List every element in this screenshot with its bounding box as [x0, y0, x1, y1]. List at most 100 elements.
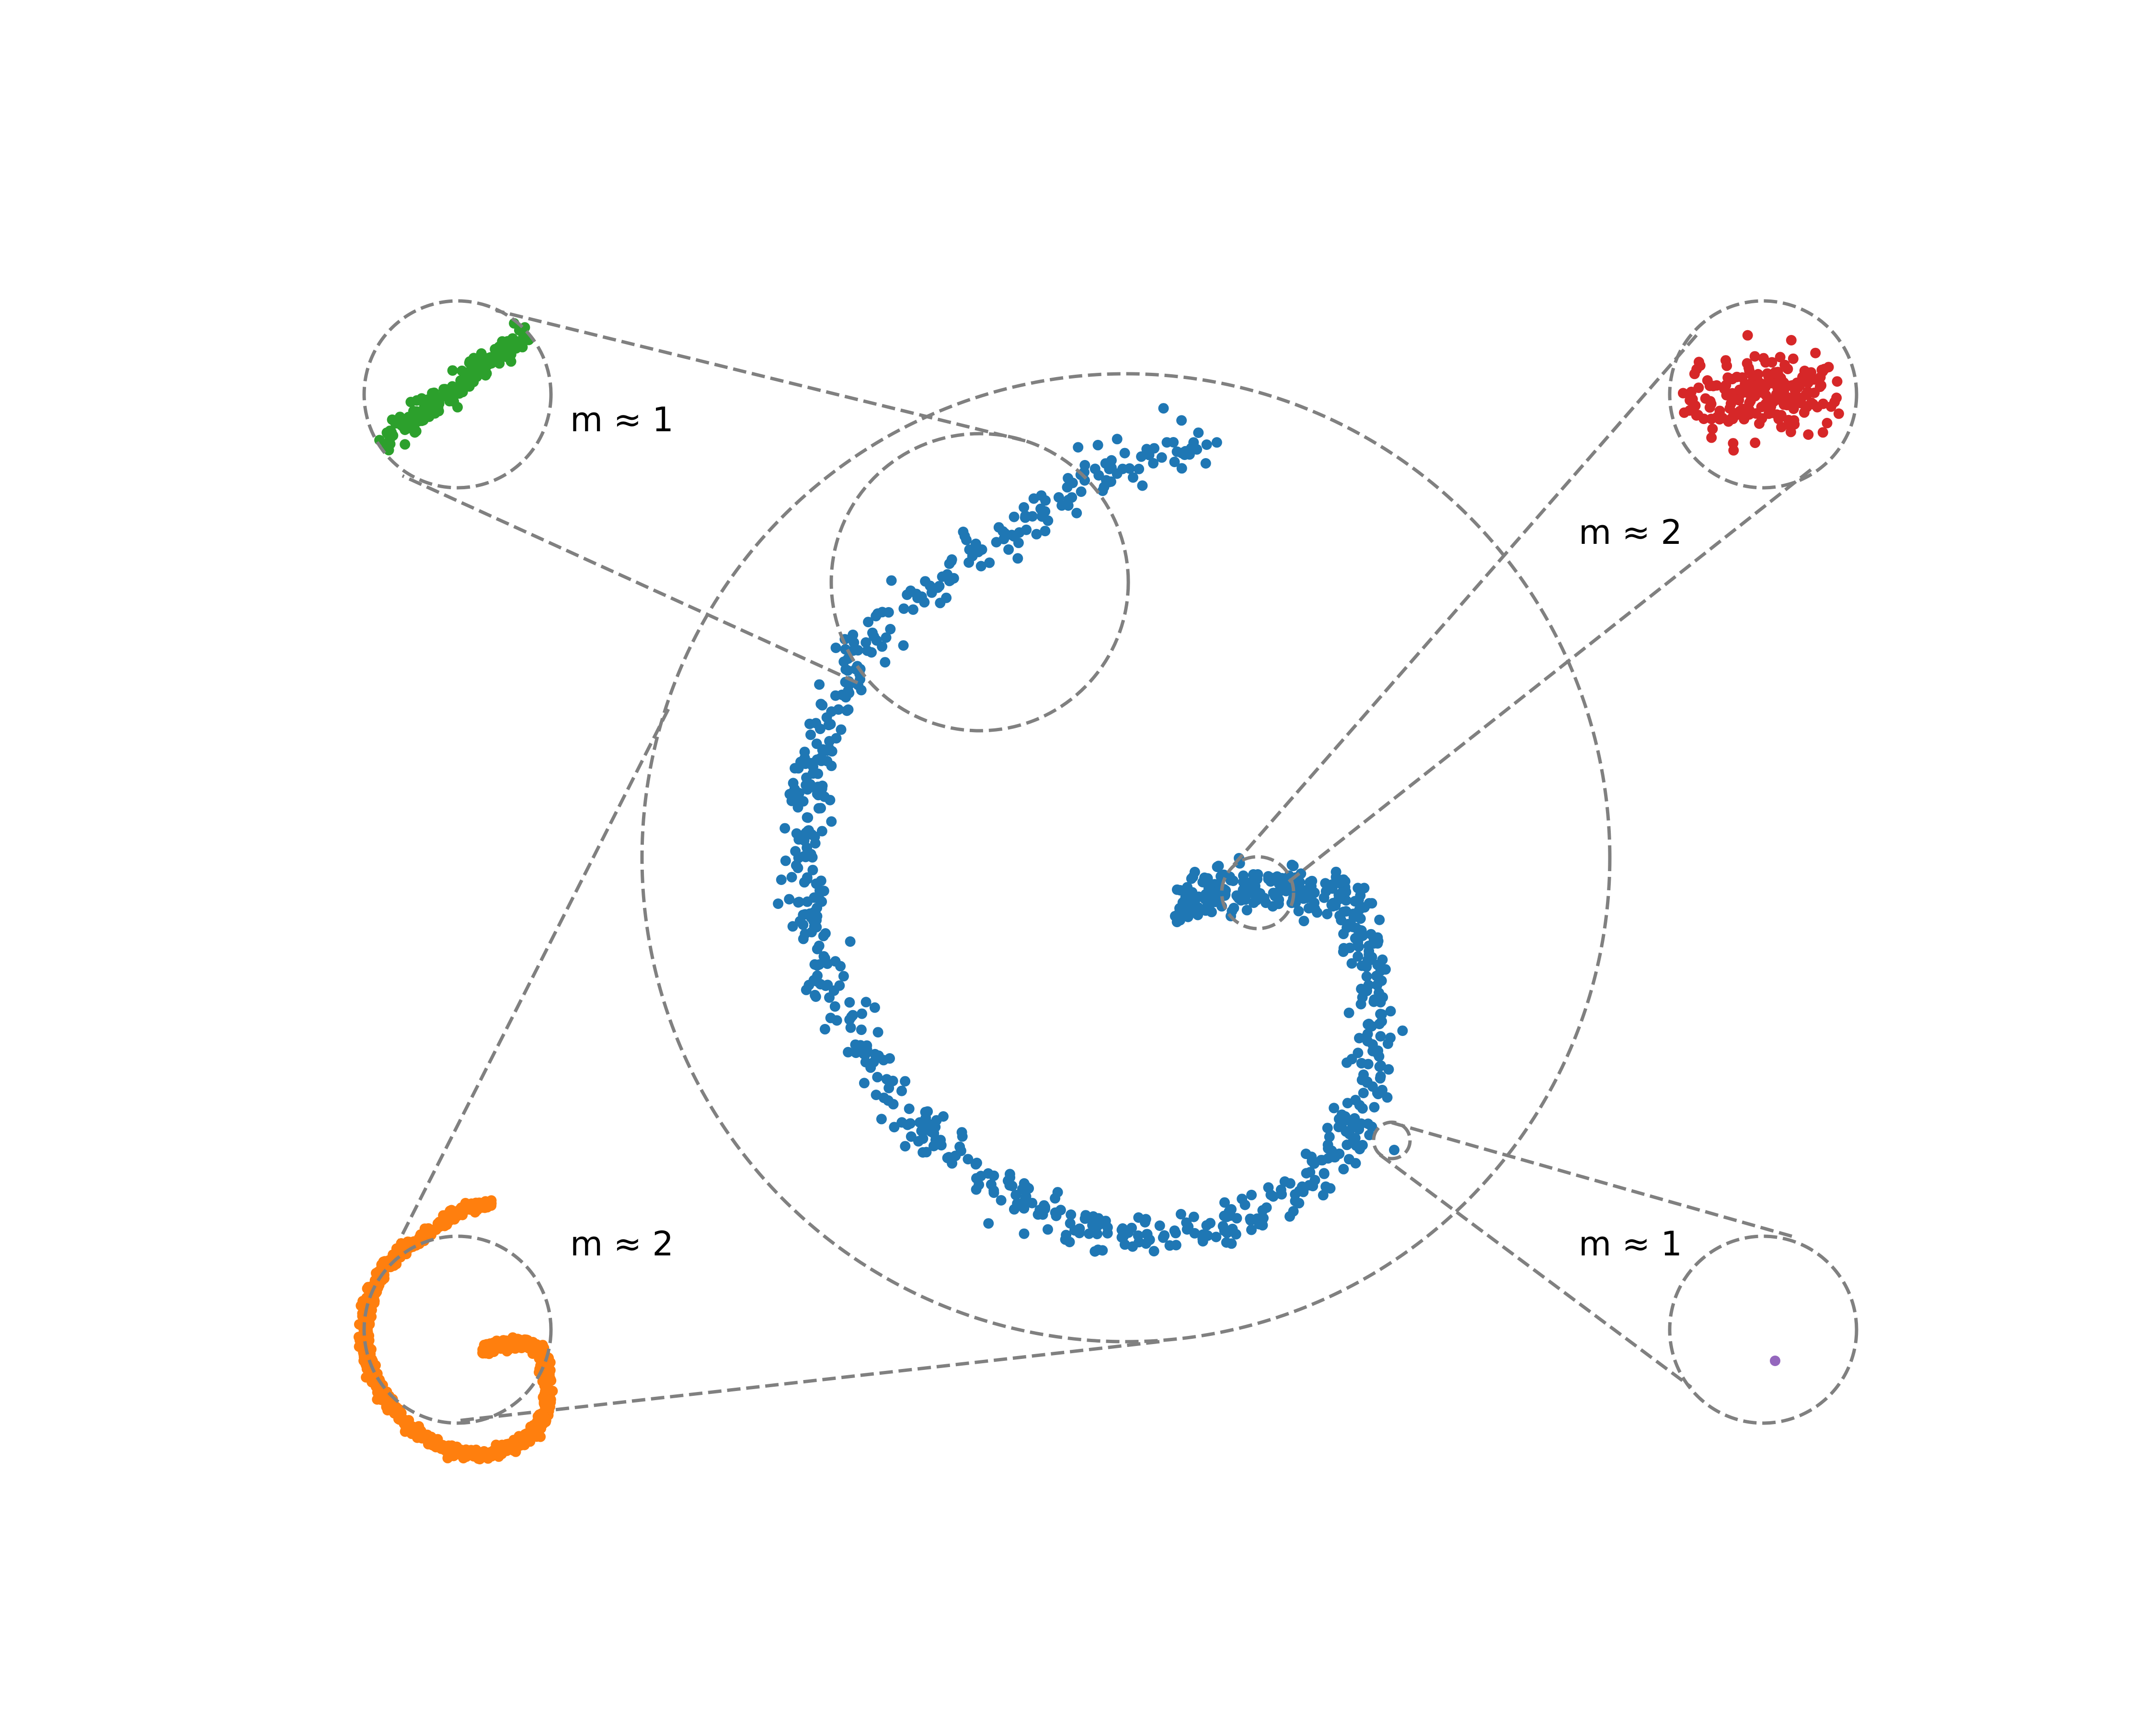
medium-zoom-point	[427, 388, 438, 399]
main-spiral-point	[1069, 1225, 1080, 1236]
main-spiral-point	[1176, 415, 1187, 426]
small-zoom-point	[1776, 422, 1787, 433]
main-spiral-point	[1181, 902, 1192, 913]
main-spiral-point	[1373, 935, 1384, 946]
main-spiral-point	[1355, 913, 1366, 924]
main-spiral-point	[815, 699, 826, 710]
main-spiral-point	[1055, 1205, 1066, 1216]
main-spiral-point	[1032, 1209, 1044, 1220]
main-spiral-point	[1186, 443, 1197, 454]
main-spiral-point	[898, 603, 909, 614]
main-spiral-point	[826, 760, 837, 771]
main-spiral-point	[838, 971, 849, 982]
main-spiral-point	[1213, 861, 1224, 872]
small-zoom-point	[1731, 410, 1742, 421]
main-spiral-point	[824, 992, 835, 1003]
tiny-zoom-points	[1770, 1356, 1780, 1366]
large-zoom-point	[487, 1446, 498, 1457]
inset-circle-bottom-left	[362, 1234, 553, 1425]
main-spiral-point	[1040, 495, 1051, 506]
small-zoom-point	[1783, 414, 1794, 426]
main-spiral-point	[1277, 881, 1288, 892]
main-spiral-point	[954, 1141, 965, 1152]
main-spiral-point	[1043, 515, 1054, 526]
small-zoom-point	[1707, 424, 1718, 435]
main-spiral-point	[963, 557, 975, 568]
small-zoom-point	[1745, 395, 1756, 406]
main-spiral-point	[1139, 1217, 1150, 1228]
main-spiral-point	[1342, 1098, 1353, 1109]
main-spiral-point	[1322, 908, 1333, 920]
large-zoom-point	[418, 1430, 429, 1441]
main-spiral-point	[1040, 526, 1051, 537]
main-spiral-point	[807, 864, 818, 875]
main-spiral-point	[963, 1154, 974, 1165]
main-spiral-point	[1397, 1025, 1408, 1036]
main-spiral-point	[896, 1117, 907, 1128]
medium-zoom-point	[450, 389, 461, 400]
small-zoom-point	[1749, 351, 1760, 362]
main-spiral-point	[1137, 480, 1148, 491]
large-zoom-point	[441, 1219, 452, 1230]
main-spiral-point	[1201, 439, 1212, 450]
main-spiral-point	[1040, 1202, 1051, 1213]
small-zoom-point	[1810, 347, 1821, 358]
connector-small-bottom	[1287, 468, 1812, 883]
main-spiral-point	[888, 1099, 899, 1110]
main-spiral-point	[1288, 861, 1299, 872]
main-spiral-point	[1050, 1193, 1061, 1204]
main-spiral-point	[1389, 1145, 1399, 1155]
small-zoom-point	[1833, 408, 1844, 419]
main-spiral-point	[1200, 889, 1211, 900]
main-spiral-point	[983, 1218, 994, 1229]
medium-zoom-point	[447, 365, 458, 376]
main-spiral-point	[957, 1131, 968, 1142]
main-spiral-point	[898, 640, 909, 651]
main-spiral-point	[1368, 996, 1379, 1007]
main-spiral-point	[959, 530, 970, 541]
main-spiral-point	[1028, 493, 1039, 504]
main-spiral-point	[1066, 1209, 1077, 1220]
dimension-label-top-right: m ≈ 2	[1579, 513, 1682, 552]
main-spiral-point	[1327, 879, 1338, 890]
main-spiral-point	[885, 624, 896, 634]
medium-zoom-point	[452, 402, 463, 413]
main-spiral-point	[1261, 1202, 1272, 1213]
main-spiral-point	[975, 561, 986, 572]
main-spiral-point	[1230, 1229, 1241, 1240]
main-spiral-point	[848, 629, 859, 640]
small-zoom-point	[1760, 382, 1771, 393]
main-spiral-point	[934, 581, 945, 592]
main-spiral-point	[786, 872, 797, 883]
main-spiral-point	[1171, 884, 1182, 895]
main-spiral-point	[1319, 1168, 1330, 1179]
main-spiral-point	[878, 1092, 889, 1104]
main-spiral-point	[1245, 886, 1256, 897]
main-spiral-point	[1356, 983, 1367, 994]
main-spiral-point	[860, 1049, 871, 1060]
main-spiral-point	[799, 747, 810, 758]
main-spiral-point	[849, 637, 860, 648]
main-spiral-point	[1366, 898, 1377, 909]
small-zoom-point	[1754, 418, 1765, 429]
medium-zoom-point	[511, 343, 522, 354]
main-spiral-point	[814, 724, 826, 735]
large-zoom-point	[526, 1429, 537, 1440]
small-zoom-point	[1734, 384, 1745, 395]
main-spiral-point	[1181, 1217, 1192, 1228]
medium-zoom-point	[413, 415, 424, 426]
main-spiral-point	[1305, 1167, 1316, 1178]
main-spiral-point	[1268, 1191, 1279, 1202]
main-spiral-point	[1168, 437, 1179, 448]
large-zoom-point	[376, 1392, 387, 1403]
small-zoom-point	[1818, 398, 1829, 409]
main-spiral-point	[1099, 482, 1110, 493]
main-spiral-point	[886, 575, 897, 586]
main-spiral-point	[1353, 951, 1364, 962]
main-spiral-point	[845, 1022, 856, 1033]
main-spiral-point	[1374, 914, 1385, 925]
main-spiral-point	[833, 704, 844, 715]
main-spiral-point	[1190, 894, 1201, 905]
main-spiral-point	[798, 919, 809, 930]
main-spiral-point	[922, 1106, 933, 1117]
